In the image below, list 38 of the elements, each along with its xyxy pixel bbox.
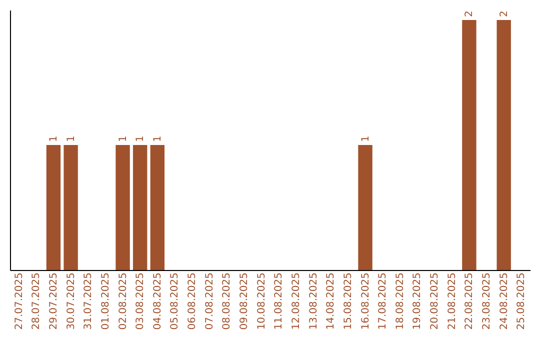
data-label: 1 bbox=[66, 136, 77, 142]
x-tick-label: 25.08.2025 bbox=[516, 272, 528, 330]
x-tick-label: 22.08.2025 bbox=[464, 272, 476, 330]
x-tick-label: 28.07.2025 bbox=[31, 272, 42, 330]
x-tick-label: 10.08.2025 bbox=[256, 272, 268, 330]
x-tick-label: 29.07.2025 bbox=[48, 272, 60, 330]
x-tick-label: 27.07.2025 bbox=[14, 272, 25, 330]
x-tick-label: 20.08.2025 bbox=[430, 272, 441, 330]
data-label: 2 bbox=[498, 10, 510, 17]
data-label: 1 bbox=[118, 136, 129, 142]
x-tick-label: 09.08.2025 bbox=[239, 272, 250, 330]
x-tick-label: 03.08.2025 bbox=[135, 272, 146, 330]
x-tick-label: 30.07.2025 bbox=[66, 272, 77, 330]
x-tick-label: 07.08.2025 bbox=[204, 272, 216, 330]
x-tick-label: 04.08.2025 bbox=[152, 272, 164, 330]
x-tick-label: 13.08.2025 bbox=[308, 272, 320, 330]
x-tick-label: 11.08.2025 bbox=[274, 272, 285, 330]
x-tick-label: 19.08.2025 bbox=[412, 272, 424, 330]
x-tick-label: 21.08.2025 bbox=[446, 272, 458, 330]
x-tick-label: 14.08.2025 bbox=[326, 272, 337, 330]
x-tick-label: 12.08.2025 bbox=[290, 272, 302, 330]
data-label: 1 bbox=[152, 136, 164, 142]
x-tick-label: 18.08.2025 bbox=[394, 272, 406, 330]
data-label: 1 bbox=[48, 136, 60, 142]
x-tick-label: 05.08.2025 bbox=[170, 272, 181, 330]
x-tick-label: 06.08.2025 bbox=[187, 272, 198, 330]
x-tick-label: 16.08.2025 bbox=[360, 272, 372, 330]
x-tick-label: 31.07.2025 bbox=[83, 272, 94, 330]
x-tick-label: 08.08.2025 bbox=[222, 272, 233, 330]
data-label: 1 bbox=[360, 136, 372, 142]
x-tick-label: 02.08.2025 bbox=[118, 272, 129, 330]
x-tick-label: 23.08.2025 bbox=[482, 272, 493, 330]
data-label: 1 bbox=[135, 136, 146, 142]
x-tick-label: 15.08.2025 bbox=[342, 272, 354, 330]
x-tick-label: 24.08.2025 bbox=[498, 272, 510, 330]
data-label: 2 bbox=[464, 10, 476, 17]
x-tick-label: 17.08.2025 bbox=[378, 272, 389, 330]
x-tick-label: 01.08.2025 bbox=[100, 272, 112, 330]
